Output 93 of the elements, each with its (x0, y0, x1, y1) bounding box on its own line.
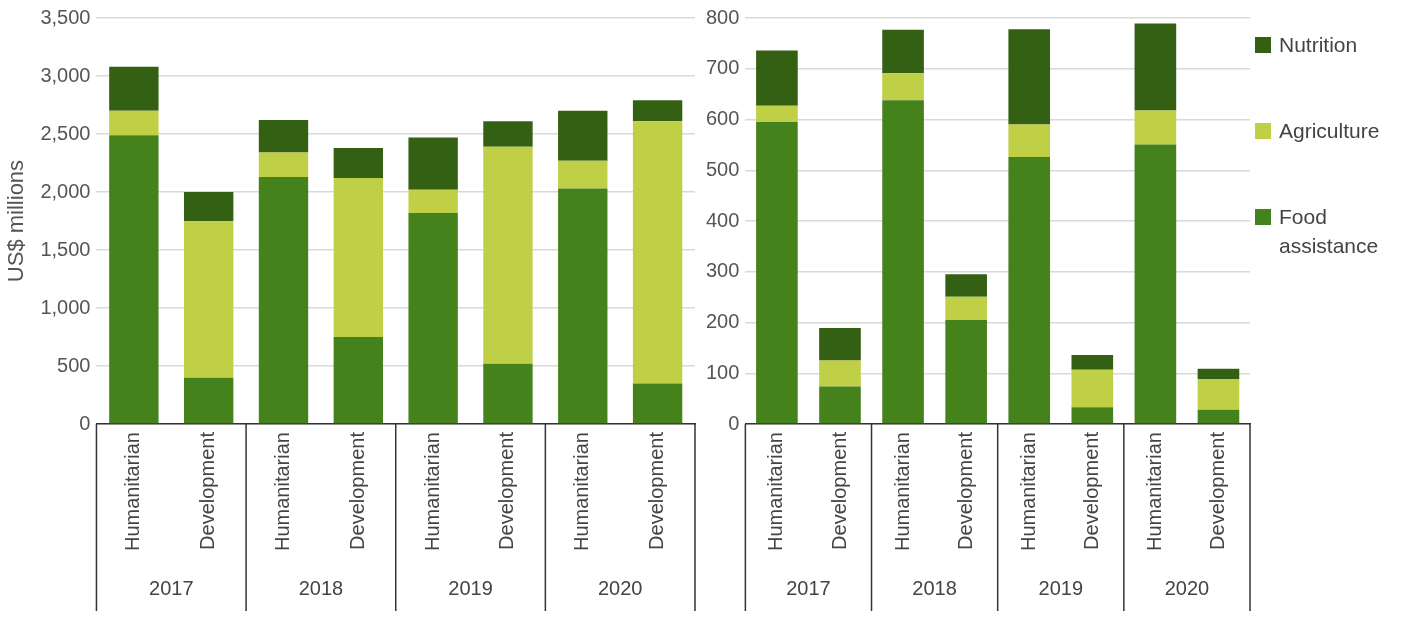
y-tick-label: 700 (705, 56, 740, 79)
bar (945, 296, 987, 320)
x-tick-label: Humanitarian (420, 432, 443, 552)
y-tick-label: 2,000 (40, 179, 91, 202)
bar (632, 121, 683, 384)
x-tick-label: Development (953, 431, 976, 550)
bar (558, 110, 608, 161)
legend-label: Agriculture (1279, 118, 1380, 144)
bar (1134, 23, 1177, 111)
bar (756, 122, 798, 424)
text: 2019 (448, 576, 493, 599)
bar (819, 328, 861, 361)
y-tick-label: 3,500 (40, 5, 91, 28)
y-tick-label: 400 (705, 208, 740, 231)
y-tick-label: 500 (57, 353, 91, 376)
y-tick-label: 800 (705, 5, 740, 28)
y-axis-title: US$ millions (3, 159, 29, 283)
bar (258, 152, 309, 177)
bar (819, 360, 861, 387)
bar (819, 386, 861, 424)
bar (1197, 368, 1240, 379)
bar (408, 189, 458, 213)
bar (109, 110, 159, 136)
bar (333, 178, 384, 338)
bar (882, 73, 924, 101)
text: 2017 (149, 576, 194, 599)
text: 2020 (1164, 576, 1210, 599)
x-tick-label: Development (196, 431, 219, 550)
bar (183, 377, 234, 424)
y-tick-label: 2,500 (40, 121, 91, 144)
x-tick-label: Development (1205, 431, 1228, 550)
bar (483, 121, 533, 147)
bar (1134, 144, 1177, 424)
bar (945, 274, 987, 297)
bar (333, 337, 384, 424)
bar (1197, 409, 1240, 424)
x-tick-label: Development (1079, 431, 1102, 550)
y-tick-label: 100 (705, 360, 740, 383)
x-tick-label: Development (345, 431, 368, 550)
x-tick-label: Development (827, 431, 850, 550)
y-tick-label: 0 (728, 411, 740, 434)
y-tick-label: 200 (705, 310, 740, 333)
y-tick-label: 0 (79, 411, 91, 434)
bar (109, 66, 159, 111)
bar (408, 137, 458, 190)
x-tick-label: Humanitarian (764, 432, 787, 552)
bar (632, 100, 683, 122)
y-tick-label: 1,000 (40, 295, 91, 318)
x-tick-label: Development (645, 431, 668, 550)
bar (1008, 157, 1051, 424)
bar (258, 120, 309, 153)
bar (1134, 110, 1177, 145)
bar (632, 383, 683, 424)
bar (882, 100, 924, 424)
legend-label: Nutrition (1279, 32, 1358, 58)
text: 2017 (786, 576, 831, 599)
bar (1071, 355, 1114, 370)
bar (882, 29, 924, 74)
x-tick-label: Humanitarian (890, 432, 913, 552)
bar (183, 221, 234, 378)
bar (558, 160, 608, 189)
bar (756, 50, 798, 106)
x-tick-label: Humanitarian (1016, 432, 1039, 552)
bar (945, 320, 987, 424)
bar (109, 135, 159, 424)
text: 2018 (912, 576, 957, 599)
bar (483, 363, 533, 424)
y-tick-label: 500 (705, 157, 740, 180)
y-tick-label: 600 (705, 107, 740, 130)
text: 2018 (298, 576, 344, 599)
bar (183, 192, 234, 222)
bar (1197, 378, 1240, 410)
x-tick-label: Humanitarian (1142, 432, 1165, 552)
text: 2020 (597, 576, 643, 599)
bar (258, 176, 309, 424)
bar (756, 105, 798, 123)
x-tick-label: Humanitarian (121, 432, 144, 552)
bar (558, 188, 608, 424)
legend-label: Food assistance (1279, 204, 1380, 259)
bar (1008, 124, 1051, 158)
x-tick-label: Humanitarian (570, 432, 593, 552)
x-tick-label: Humanitarian (271, 432, 294, 552)
x-tick-label: Development (495, 431, 518, 550)
bar (483, 146, 533, 364)
bar (333, 147, 384, 179)
y-tick-label: 3,000 (40, 63, 91, 86)
y-tick-label: 1,500 (40, 237, 91, 260)
bar (1071, 369, 1114, 408)
y-tick-label: 300 (705, 259, 740, 282)
bar (1008, 29, 1051, 125)
text: 2019 (1038, 576, 1084, 599)
bar (408, 212, 458, 424)
bar (1071, 407, 1114, 424)
